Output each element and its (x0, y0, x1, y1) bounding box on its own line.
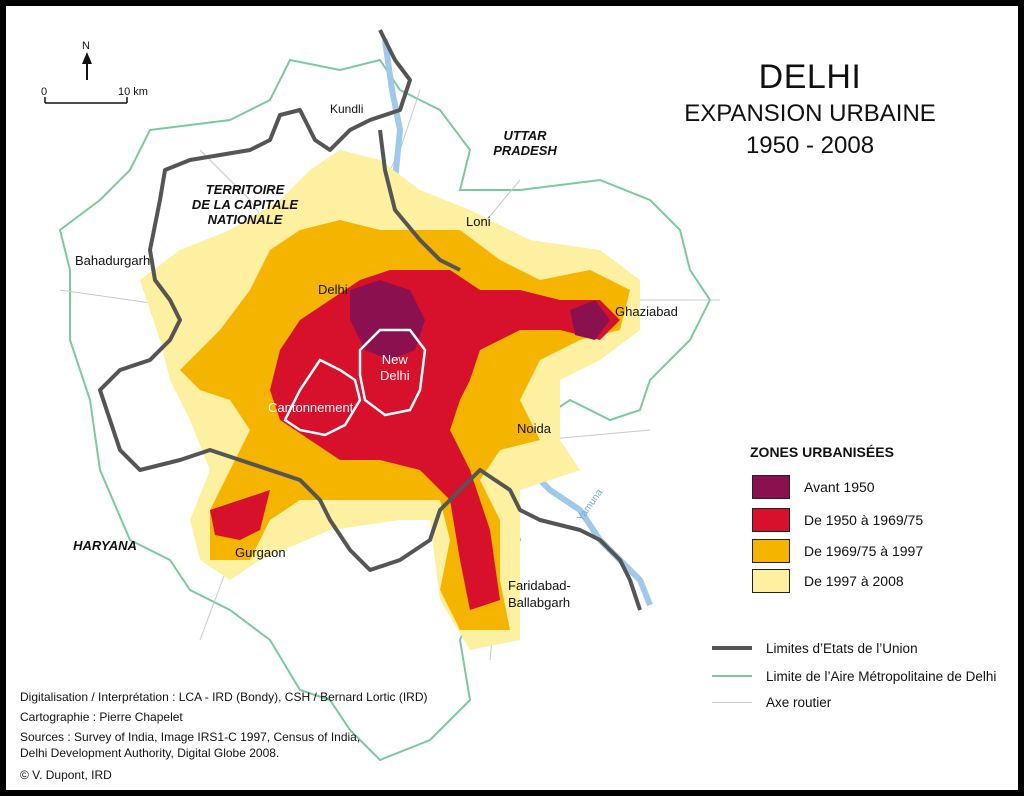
region-up-line2: PRADESH (493, 143, 557, 158)
place-bahadurgarh: Bahadurgarh (75, 253, 151, 268)
legend-zone-0: Avant 1950 (752, 474, 875, 500)
place-noida: Noida (517, 421, 551, 436)
scale-end-label: 10 km (118, 86, 148, 98)
legend-heading: ZONES URBANISÉES (750, 444, 894, 460)
credits-line-1: Digitalisation / Interprétation : LCA - … (20, 690, 428, 704)
region-uttar-pradesh: UTTAR PRADESH (485, 128, 565, 158)
place-faridabad: Faridabad- Ballabgarh (508, 577, 571, 611)
scale-start-label: 0 (41, 86, 48, 98)
state-boundary-north (378, 129, 461, 272)
zone-1950-1969 (270, 270, 620, 610)
credits-line-3: Sources : Survey of India, Image IRS1-C … (20, 730, 361, 744)
zone-1950-1969-gurgaon (210, 490, 270, 540)
legend-zone-3: De 1997 à 2008 (752, 568, 904, 594)
region-up-line1: UTTAR (503, 128, 547, 143)
place-faridabad-line1: Faridabad- (508, 578, 571, 593)
legend-label-2: De 1969/75 à 1997 (804, 543, 924, 559)
legend-swatch-2 (752, 539, 790, 563)
region-nct: TERRITOIRE DE LA CAPITALE NATIONALE (190, 182, 300, 227)
legend-line-sample-1 (712, 675, 752, 677)
map-title: DELHI (758, 58, 862, 96)
legend-line-label-1: Limite de l’Aire Métropolitaine de Delhi (766, 668, 997, 684)
legend-swatch-0 (752, 475, 790, 499)
credits-line-4: Delhi Development Authority, Digital Glo… (20, 746, 280, 760)
legend-swatch-3 (752, 569, 790, 593)
region-haryana: HARYANA (73, 538, 137, 553)
scale-bar (44, 97, 128, 104)
place-faridabad-line2: Ballabgarh (508, 595, 571, 610)
legend-line-sample-0 (712, 646, 752, 650)
legend-label-1: De 1950 à 1969/75 (804, 512, 924, 528)
region-nct-line3: NATIONALE (207, 212, 283, 227)
north-label: N (82, 40, 90, 52)
cantonnement-outline (283, 358, 362, 437)
place-new-delhi: New Delhi (380, 352, 410, 384)
legend-label-0: Avant 1950 (804, 479, 875, 495)
credits-line-5: © V. Dupont, IRD (20, 768, 112, 782)
credits-line-2: Cartographie : Pierre Chapelet (20, 710, 183, 724)
region-nct-line2: DE LA CAPITALE (191, 197, 299, 212)
state-boundary (98, 29, 642, 611)
legend-line-label-0: Limites d’Etats de l’Union (766, 640, 918, 656)
legend-zone-2: De 1969/75 à 1997 (752, 538, 923, 564)
place-cantonnement: Cantonnement (268, 400, 354, 415)
map-years: 1950 - 2008 (745, 132, 875, 159)
zone-before-1950-east (570, 300, 610, 340)
legend-label-3: De 1997 à 2008 (804, 573, 904, 589)
north-arrow-icon (82, 52, 92, 80)
legend-line-1: Limite de l’Aire Métropolitaine de Delhi (712, 666, 996, 686)
legend-line-2: Axe routier (712, 692, 831, 712)
new-delhi-outline (358, 328, 427, 417)
legend-line-label-2: Axe routier (766, 694, 832, 710)
place-new-delhi-line1: New (381, 352, 408, 367)
map-subtitle: EXPANSION URBAINE (684, 100, 936, 127)
place-loni: Loni (466, 214, 491, 229)
place-kundli: Kundli (330, 102, 364, 116)
region-nct-line1: TERRITOIRE (205, 182, 285, 197)
place-new-delhi-line2: Delhi (380, 368, 410, 383)
legend-zone-1: De 1950 à 1969/75 (752, 507, 923, 533)
legend-swatch-1 (752, 508, 790, 532)
place-delhi: Delhi (318, 282, 348, 297)
legend-line-sample-2 (712, 701, 752, 703)
place-gurgaon: Gurgaon (235, 545, 286, 560)
place-ghaziabad: Ghaziabad (615, 304, 678, 319)
legend-line-0: Limites d’Etats de l’Union (712, 638, 918, 658)
